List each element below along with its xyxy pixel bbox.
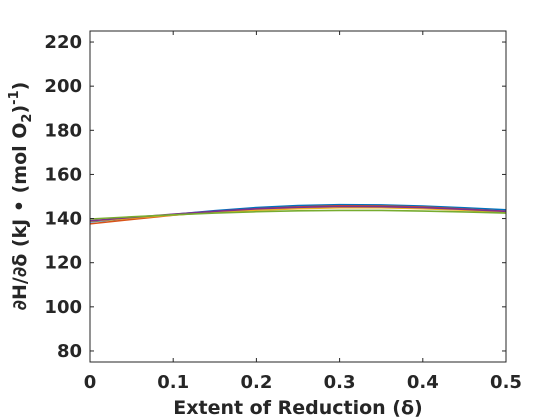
y-tick-label: 100 [44,297,82,318]
y-tick-label: 160 [44,164,82,185]
x-tick-label: 0.2 [240,372,272,393]
series-line-3 [89,206,507,223]
y-axis-title: ∂H/∂δ (kJ • (mol O2)-1) [7,82,35,311]
series-line-5 [89,209,507,220]
y-tick-label: 140 [44,209,82,230]
y-axis-title-subscript: 2 [20,114,35,123]
series-layer [89,203,507,225]
y-tick-label: 120 [44,253,82,274]
x-tick-label: 0.5 [490,372,522,393]
x-tick-label: 0.3 [324,372,356,393]
x-tick-label: 0 [84,372,97,393]
y-axis-title-end: ) [9,82,31,91]
y-tick-label: 200 [44,76,82,97]
x-tick-label: 0.1 [157,372,189,393]
x-axis-title: Extent of Reduction (δ) [173,397,422,419]
y-axis-title-close: ) [9,105,31,114]
x-tick-label: 0.4 [407,372,439,393]
y-tick-label: 80 [57,341,82,362]
tick-layer: 0 0.1 0.2 0.3 0.4 0.5 80 100 120 140 160 180 200 220 [44,31,522,393]
plot-frame [89,30,507,363]
y-tick-label: 220 [44,32,82,53]
y-axis-title-main: ∂H/∂δ (kJ • (mol O [9,123,31,311]
y-tick-label: 180 [44,120,82,141]
y-axis-title-superscript: -1 [7,90,22,104]
